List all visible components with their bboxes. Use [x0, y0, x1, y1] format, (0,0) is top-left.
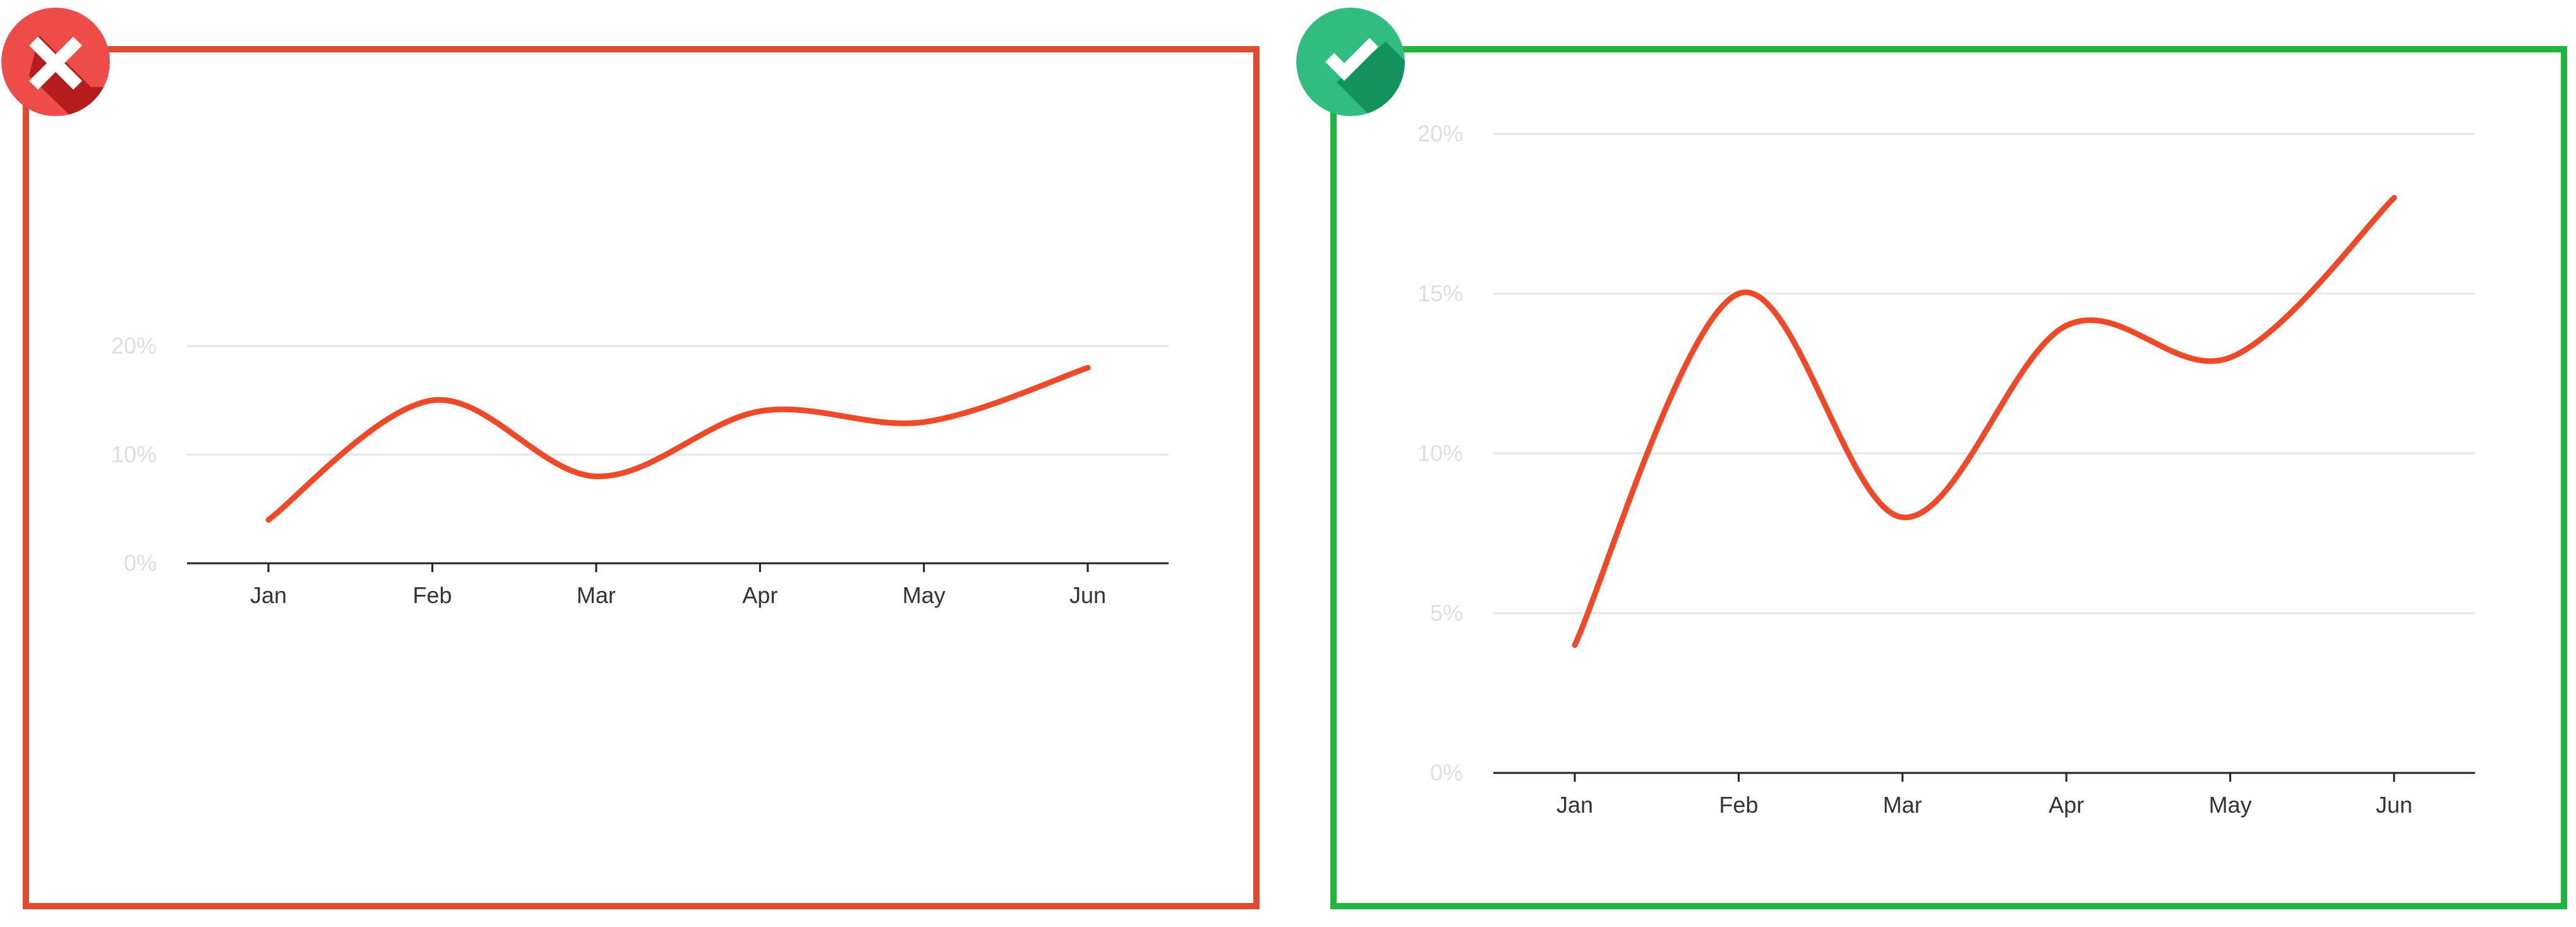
series-line: [265, 364, 1091, 523]
y-tick-label: 15%: [1417, 280, 1463, 306]
x-tick-label: Apr: [742, 582, 778, 608]
y-tick-label: 5%: [1430, 600, 1463, 626]
y-tick-label: 20%: [111, 333, 157, 359]
x-tick-label: May: [903, 582, 946, 608]
checkmark-icon: [1296, 8, 1405, 116]
x-tick-label: Mar: [1883, 792, 1922, 818]
x-tick-label: May: [2209, 792, 2252, 818]
x-tick-label: Apr: [2049, 792, 2084, 818]
series-line: [1572, 194, 2397, 649]
correct-example-panel: [1330, 46, 2567, 909]
y-tick-label: 0%: [1430, 760, 1463, 786]
x-tick-label: Feb: [412, 582, 452, 608]
cross-icon: [1, 8, 110, 116]
y-tick-label: 10%: [111, 441, 157, 467]
x-tick-label: Jan: [250, 582, 287, 608]
y-tick-label: 10%: [1417, 440, 1463, 466]
y-tick-label: 20%: [1417, 121, 1463, 147]
x-tick-label: Jun: [2376, 792, 2412, 818]
y-tick-label: 0%: [124, 550, 157, 576]
x-tick-label: Jan: [1556, 792, 1593, 818]
x-tick-label: Jun: [1069, 582, 1106, 608]
x-tick-label: Feb: [1719, 792, 1758, 818]
x-tick-label: Mar: [577, 582, 616, 608]
incorrect-example-panel: [23, 46, 1260, 909]
correct-line-chart: 0% 5% 10% 15% 20% Jan Feb Mar Apr May Jun: [1417, 121, 2475, 818]
incorrect-line-chart: 0% 10% 20% Jan Feb Mar Apr May Jun: [111, 333, 1169, 608]
